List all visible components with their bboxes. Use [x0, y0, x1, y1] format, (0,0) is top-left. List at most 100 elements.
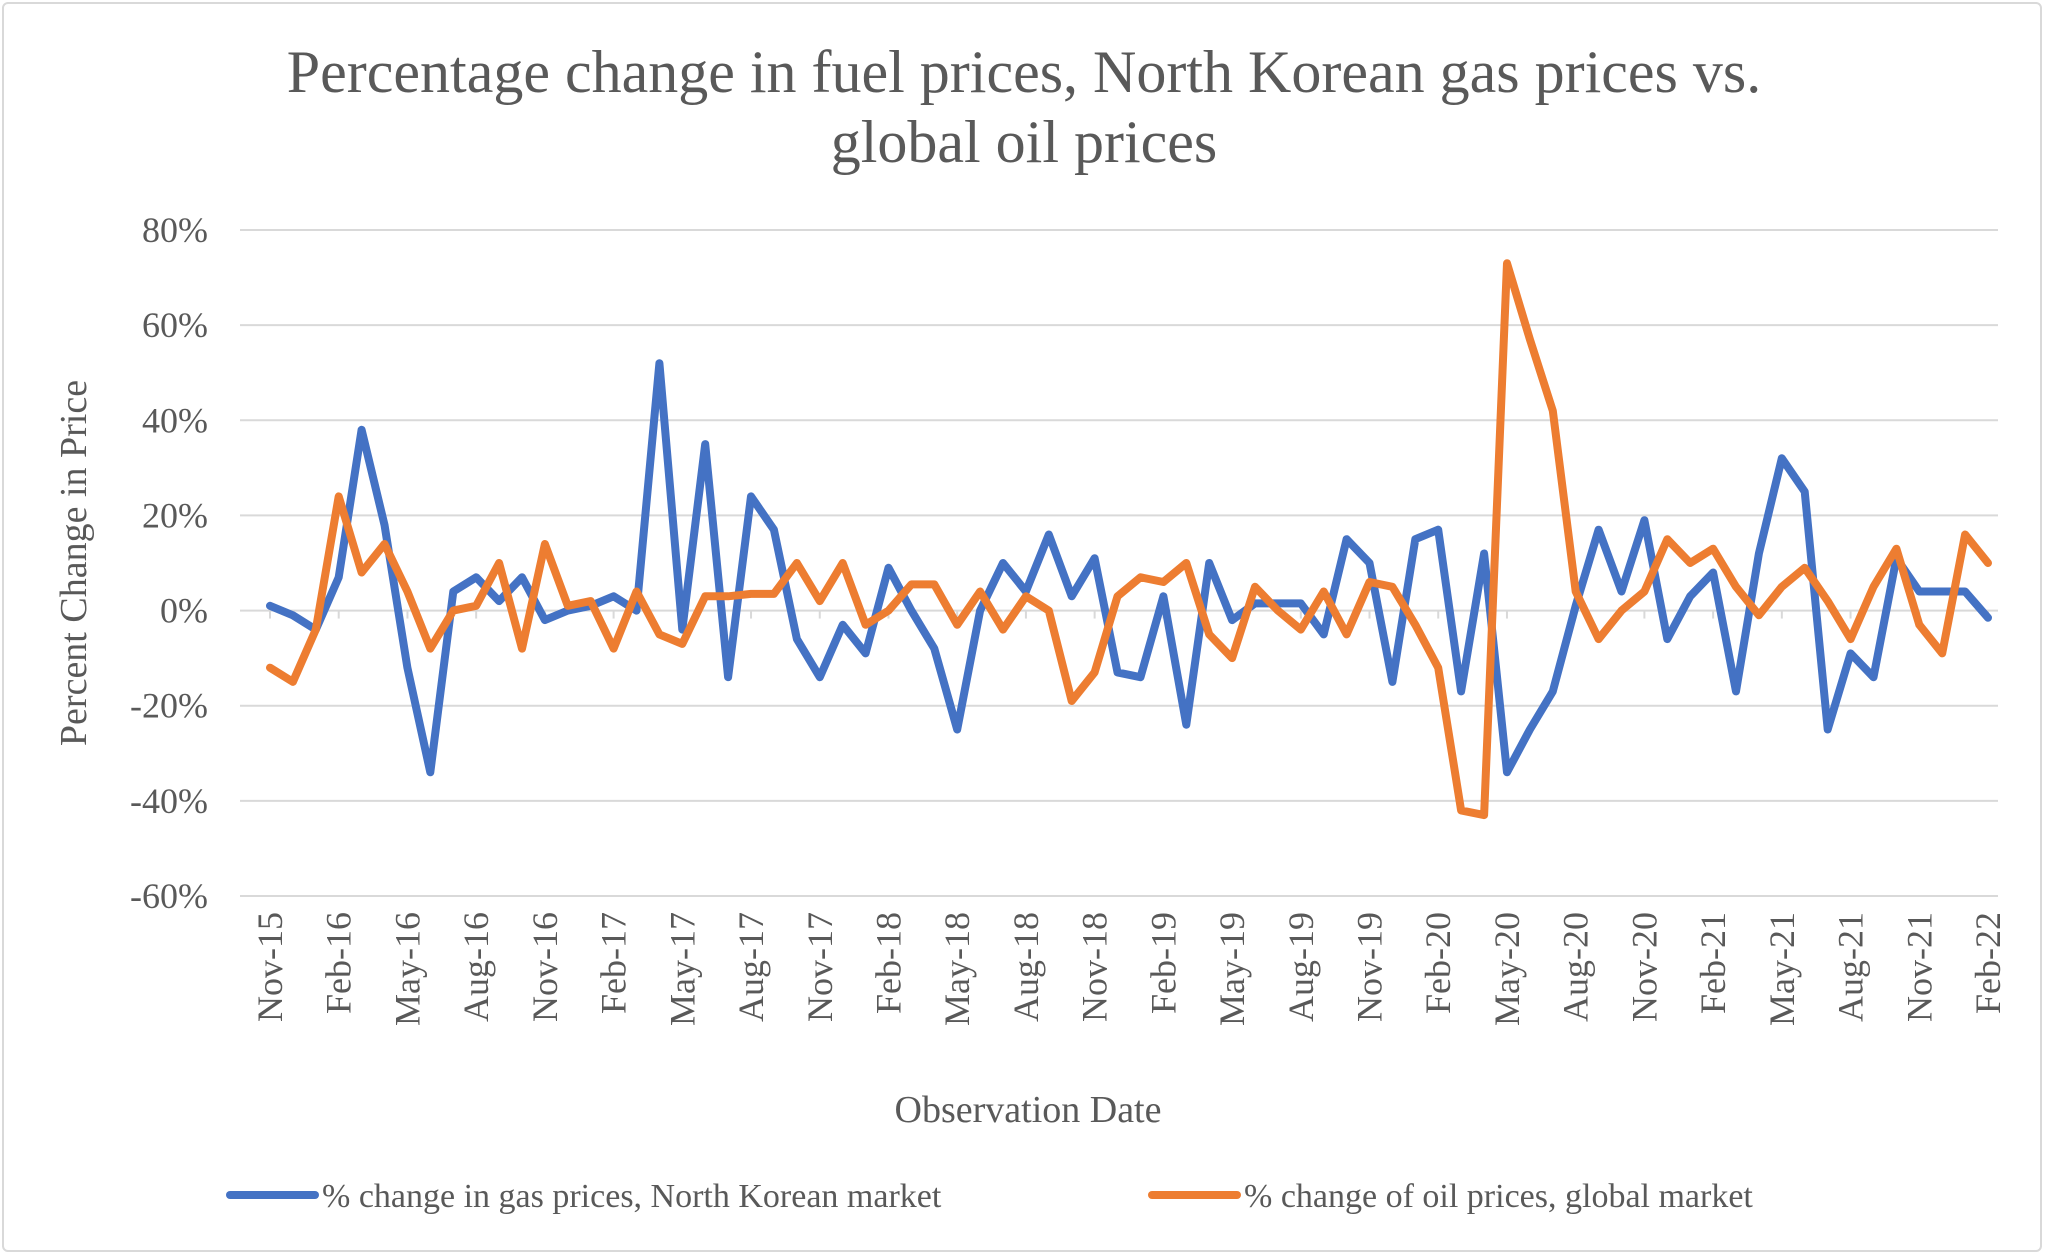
data-point	[1460, 809, 1462, 811]
data-point	[933, 583, 935, 585]
y-tick-label: 60%	[142, 305, 208, 345]
data-point	[1483, 552, 1485, 554]
x-tick-label: Aug-16	[456, 912, 496, 1022]
x-tick-label: Aug-20	[1556, 912, 1596, 1022]
data-point	[1987, 617, 1989, 619]
series-points	[269, 362, 1989, 773]
data-point	[269, 605, 271, 607]
data-point	[1391, 586, 1393, 588]
data-point	[1277, 610, 1279, 612]
data-point	[1987, 562, 1989, 564]
data-point	[1002, 629, 1004, 631]
data-point	[796, 562, 798, 564]
data-point	[1827, 729, 1829, 730]
data-point	[1941, 652, 1943, 654]
x-tick-label: Nov-19	[1350, 912, 1390, 1022]
data-point	[865, 652, 867, 654]
data-point	[1575, 605, 1577, 607]
data-point	[613, 595, 615, 597]
data-point	[842, 562, 844, 564]
data-point	[979, 610, 981, 612]
data-point	[452, 610, 454, 612]
data-point	[796, 638, 798, 640]
data-point	[727, 595, 729, 597]
data-point	[842, 624, 844, 626]
data-point	[1391, 681, 1393, 683]
data-point	[1002, 562, 1004, 564]
data-point	[590, 600, 592, 602]
data-point	[1598, 529, 1600, 531]
x-tick-label: Feb-18	[868, 912, 908, 1014]
data-point	[910, 583, 912, 585]
x-tick-label: May-21	[1762, 912, 1802, 1026]
data-point	[1300, 629, 1302, 631]
data-point	[1185, 724, 1187, 726]
y-tick-label: -60%	[130, 876, 208, 916]
data-point	[1437, 667, 1439, 669]
data-point	[1346, 633, 1348, 635]
data-point	[544, 619, 546, 621]
data-point	[1758, 552, 1760, 554]
legend: % change in gas prices, North Korean mar…	[226, 1178, 1753, 1215]
data-point	[1094, 557, 1096, 559]
data-point	[750, 593, 752, 595]
data-point	[1666, 638, 1668, 640]
data-point	[956, 624, 958, 626]
data-point	[1139, 576, 1141, 578]
data-point	[1162, 581, 1164, 583]
data-point	[1529, 729, 1531, 730]
data-point	[1025, 595, 1027, 597]
data-point	[1254, 586, 1256, 588]
data-point	[1918, 591, 1920, 593]
data-point	[567, 610, 569, 612]
data-point	[567, 605, 569, 607]
data-point	[750, 495, 752, 497]
data-point	[956, 729, 958, 730]
y-tick-label: -20%	[130, 686, 208, 726]
x-tick-label: Nov-20	[1624, 912, 1664, 1022]
y-tick-label: 20%	[142, 495, 208, 535]
data-point	[498, 562, 500, 564]
x-tick-label: Nov-16	[525, 912, 565, 1022]
data-point	[1804, 491, 1806, 493]
data-point	[406, 591, 408, 593]
legend-label-gas: % change in gas prices, North Korean mar…	[322, 1178, 942, 1215]
data-point	[1712, 548, 1714, 550]
series-line-gas-prices	[266, 359, 1992, 777]
data-point	[865, 624, 867, 626]
x-tick-label: Aug-18	[1006, 912, 1046, 1022]
data-point	[406, 667, 408, 669]
x-tick-label: May-18	[937, 912, 977, 1026]
data-point	[727, 676, 729, 678]
y-tick-label: 80%	[142, 210, 208, 250]
data-point	[292, 614, 294, 616]
chart-title: Percentage change in fuel prices, North …	[287, 39, 1761, 175]
x-tick-label: Feb-21	[1693, 912, 1733, 1014]
data-point	[636, 610, 638, 612]
x-tick-label: May-20	[1487, 912, 1527, 1026]
data-point	[1575, 591, 1577, 593]
data-point	[887, 567, 889, 569]
data-point	[1827, 600, 1829, 602]
data-point	[521, 576, 523, 578]
x-tick-label: Feb-17	[594, 912, 634, 1014]
x-tick-label: Nov-15	[250, 912, 290, 1022]
data-point	[773, 593, 775, 595]
x-tick-label: Nov-17	[800, 912, 840, 1022]
data-point	[819, 676, 821, 678]
series-line-oil-prices	[266, 259, 1992, 820]
data-point	[452, 591, 454, 593]
data-point	[979, 591, 981, 593]
data-point	[1369, 581, 1371, 583]
data-point	[1117, 671, 1119, 673]
data-point	[1964, 533, 1966, 535]
data-point	[1758, 614, 1760, 616]
data-point	[1231, 619, 1233, 621]
data-point	[1139, 676, 1141, 678]
data-point	[1735, 586, 1737, 588]
data-point	[338, 576, 340, 578]
data-point	[658, 633, 660, 635]
data-point	[1117, 595, 1119, 597]
data-point	[1689, 595, 1691, 597]
